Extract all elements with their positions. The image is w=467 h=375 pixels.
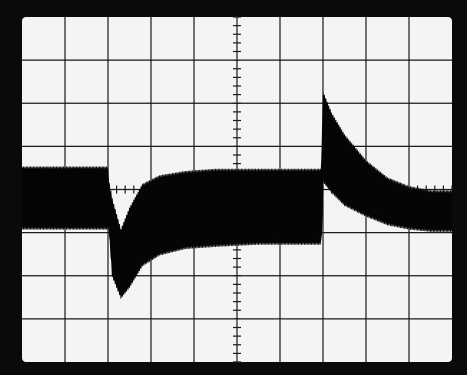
trace-envelope	[21, 91, 453, 299]
trace	[21, 91, 453, 299]
